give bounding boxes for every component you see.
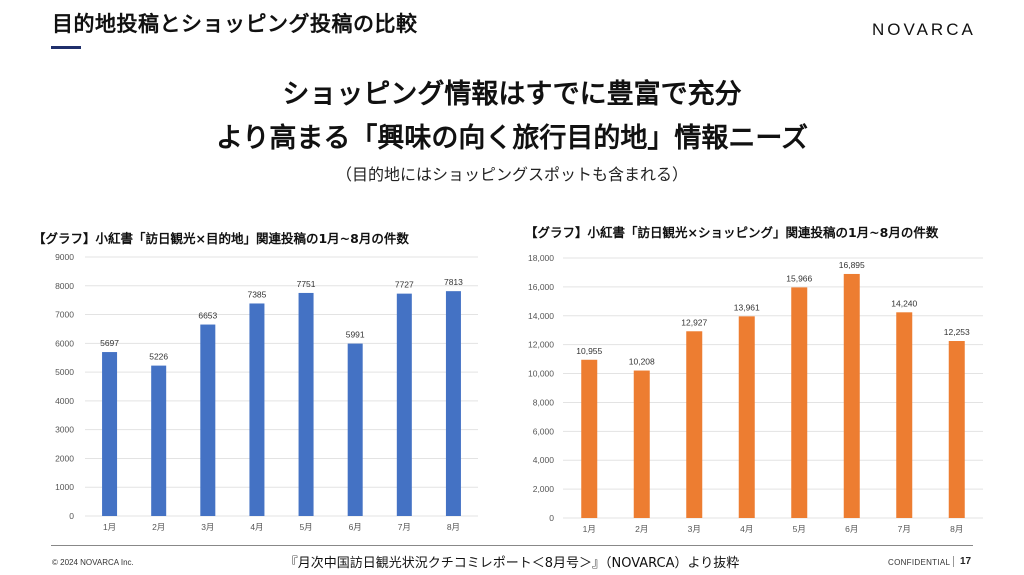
data-label: 15,966 xyxy=(786,273,812,283)
y-tick-label: 4000 xyxy=(55,396,74,406)
data-label: 12,927 xyxy=(681,317,707,327)
y-tick-label: 12,000 xyxy=(528,340,554,350)
bar-6月 xyxy=(347,343,363,516)
y-tick-label: 9000 xyxy=(55,252,74,262)
x-tick-label: 8月 xyxy=(447,522,460,532)
y-tick-label: 2,000 xyxy=(533,484,555,494)
y-tick-label: 18,000 xyxy=(528,253,554,263)
page-title: 目的地投稿とショッピング投稿の比較 xyxy=(52,12,418,36)
y-tick-label: 10,000 xyxy=(528,369,554,379)
x-tick-label: 4月 xyxy=(250,522,263,532)
y-tick-label: 1000 xyxy=(55,482,74,492)
x-tick-label: 7月 xyxy=(398,522,411,532)
copyright: © 2024 NOVARCA Inc. xyxy=(52,558,134,567)
bar-7月 xyxy=(896,312,913,518)
data-label: 5226 xyxy=(149,352,168,362)
y-tick-label: 14,000 xyxy=(528,311,554,321)
y-tick-label: 4,000 xyxy=(533,455,555,465)
confidential-label: CONFIDENTIAL xyxy=(888,558,951,567)
x-tick-label: 1月 xyxy=(583,524,596,534)
data-label: 16,895 xyxy=(839,260,865,270)
data-label: 12,253 xyxy=(944,327,970,337)
bar-5月 xyxy=(298,292,314,516)
y-tick-label: 6000 xyxy=(55,338,74,348)
x-tick-label: 4月 xyxy=(740,524,753,534)
bar-4月 xyxy=(738,316,755,518)
x-tick-label: 6月 xyxy=(845,524,858,534)
x-tick-label: 1月 xyxy=(103,522,116,532)
y-tick-label: 0 xyxy=(69,511,74,521)
chart-title-destination: 【グラフ】小紅書「訪日観光×目的地」関連投稿の1月~8月の件数 xyxy=(33,231,409,246)
data-label: 14,240 xyxy=(891,298,917,308)
x-tick-label: 6月 xyxy=(349,522,362,532)
x-tick-label: 3月 xyxy=(688,524,701,534)
y-tick-label: 2000 xyxy=(55,453,74,463)
data-label: 5697 xyxy=(100,338,119,348)
x-tick-label: 3月 xyxy=(201,522,214,532)
bar-3月 xyxy=(686,331,703,518)
bar-7月 xyxy=(396,293,412,516)
data-label: 7751 xyxy=(297,279,316,289)
y-tick-label: 3000 xyxy=(55,425,74,435)
novarca-logo: NOVARCA xyxy=(872,20,976,39)
y-tick-label: 8000 xyxy=(55,281,74,291)
bar-2月 xyxy=(151,365,167,516)
y-tick-label: 7000 xyxy=(55,310,74,320)
data-label: 10,955 xyxy=(576,346,602,356)
data-label: 5991 xyxy=(346,330,365,340)
bar-5月 xyxy=(791,287,808,518)
source-citation: 『月次中国訪日観光状況クチコミレポート＜8月号＞』（NOVARCA）より抜粋 xyxy=(284,556,740,571)
headline-line-2: より高まる「興味の向く旅行目的地」情報ニーズ xyxy=(215,123,809,154)
data-label: 7727 xyxy=(395,280,414,290)
headline-line-1: ショッピング情報はすでに豊富で充分 xyxy=(282,79,742,110)
y-tick-label: 8,000 xyxy=(533,397,555,407)
x-tick-label: 5月 xyxy=(299,522,312,532)
bar-1月 xyxy=(581,359,598,518)
x-tick-label: 5月 xyxy=(793,524,806,534)
bar-4月 xyxy=(249,303,265,516)
page-number: 17 xyxy=(960,556,972,567)
bar-8月 xyxy=(445,291,461,516)
data-label: 10,208 xyxy=(629,357,655,367)
headline-note: （目的地にはショッピングスポットも含まれる） xyxy=(335,165,688,184)
x-tick-label: 2月 xyxy=(635,524,648,534)
bar-6月 xyxy=(843,273,860,518)
y-tick-label: 16,000 xyxy=(528,282,554,292)
bar-8月 xyxy=(948,341,965,518)
footer-separator xyxy=(953,556,954,567)
data-label: 6653 xyxy=(198,311,217,321)
x-tick-label: 8月 xyxy=(950,524,963,534)
x-tick-label: 2月 xyxy=(152,522,165,532)
bar-2月 xyxy=(633,370,650,518)
bar-3月 xyxy=(200,324,216,516)
title-underline xyxy=(51,46,81,49)
data-label: 7813 xyxy=(444,277,463,287)
x-tick-label: 7月 xyxy=(898,524,911,534)
y-tick-label: 0 xyxy=(549,513,554,523)
data-label: 7385 xyxy=(247,289,266,299)
footer-divider xyxy=(51,545,973,546)
y-tick-label: 5000 xyxy=(55,367,74,377)
y-tick-label: 6,000 xyxy=(533,426,555,436)
chart-title-shopping: 【グラフ】小紅書「訪日観光×ショッピング」関連投稿の1月~8月の件数 xyxy=(525,225,939,240)
bar-1月 xyxy=(102,352,118,516)
data-label: 13,961 xyxy=(734,302,760,312)
